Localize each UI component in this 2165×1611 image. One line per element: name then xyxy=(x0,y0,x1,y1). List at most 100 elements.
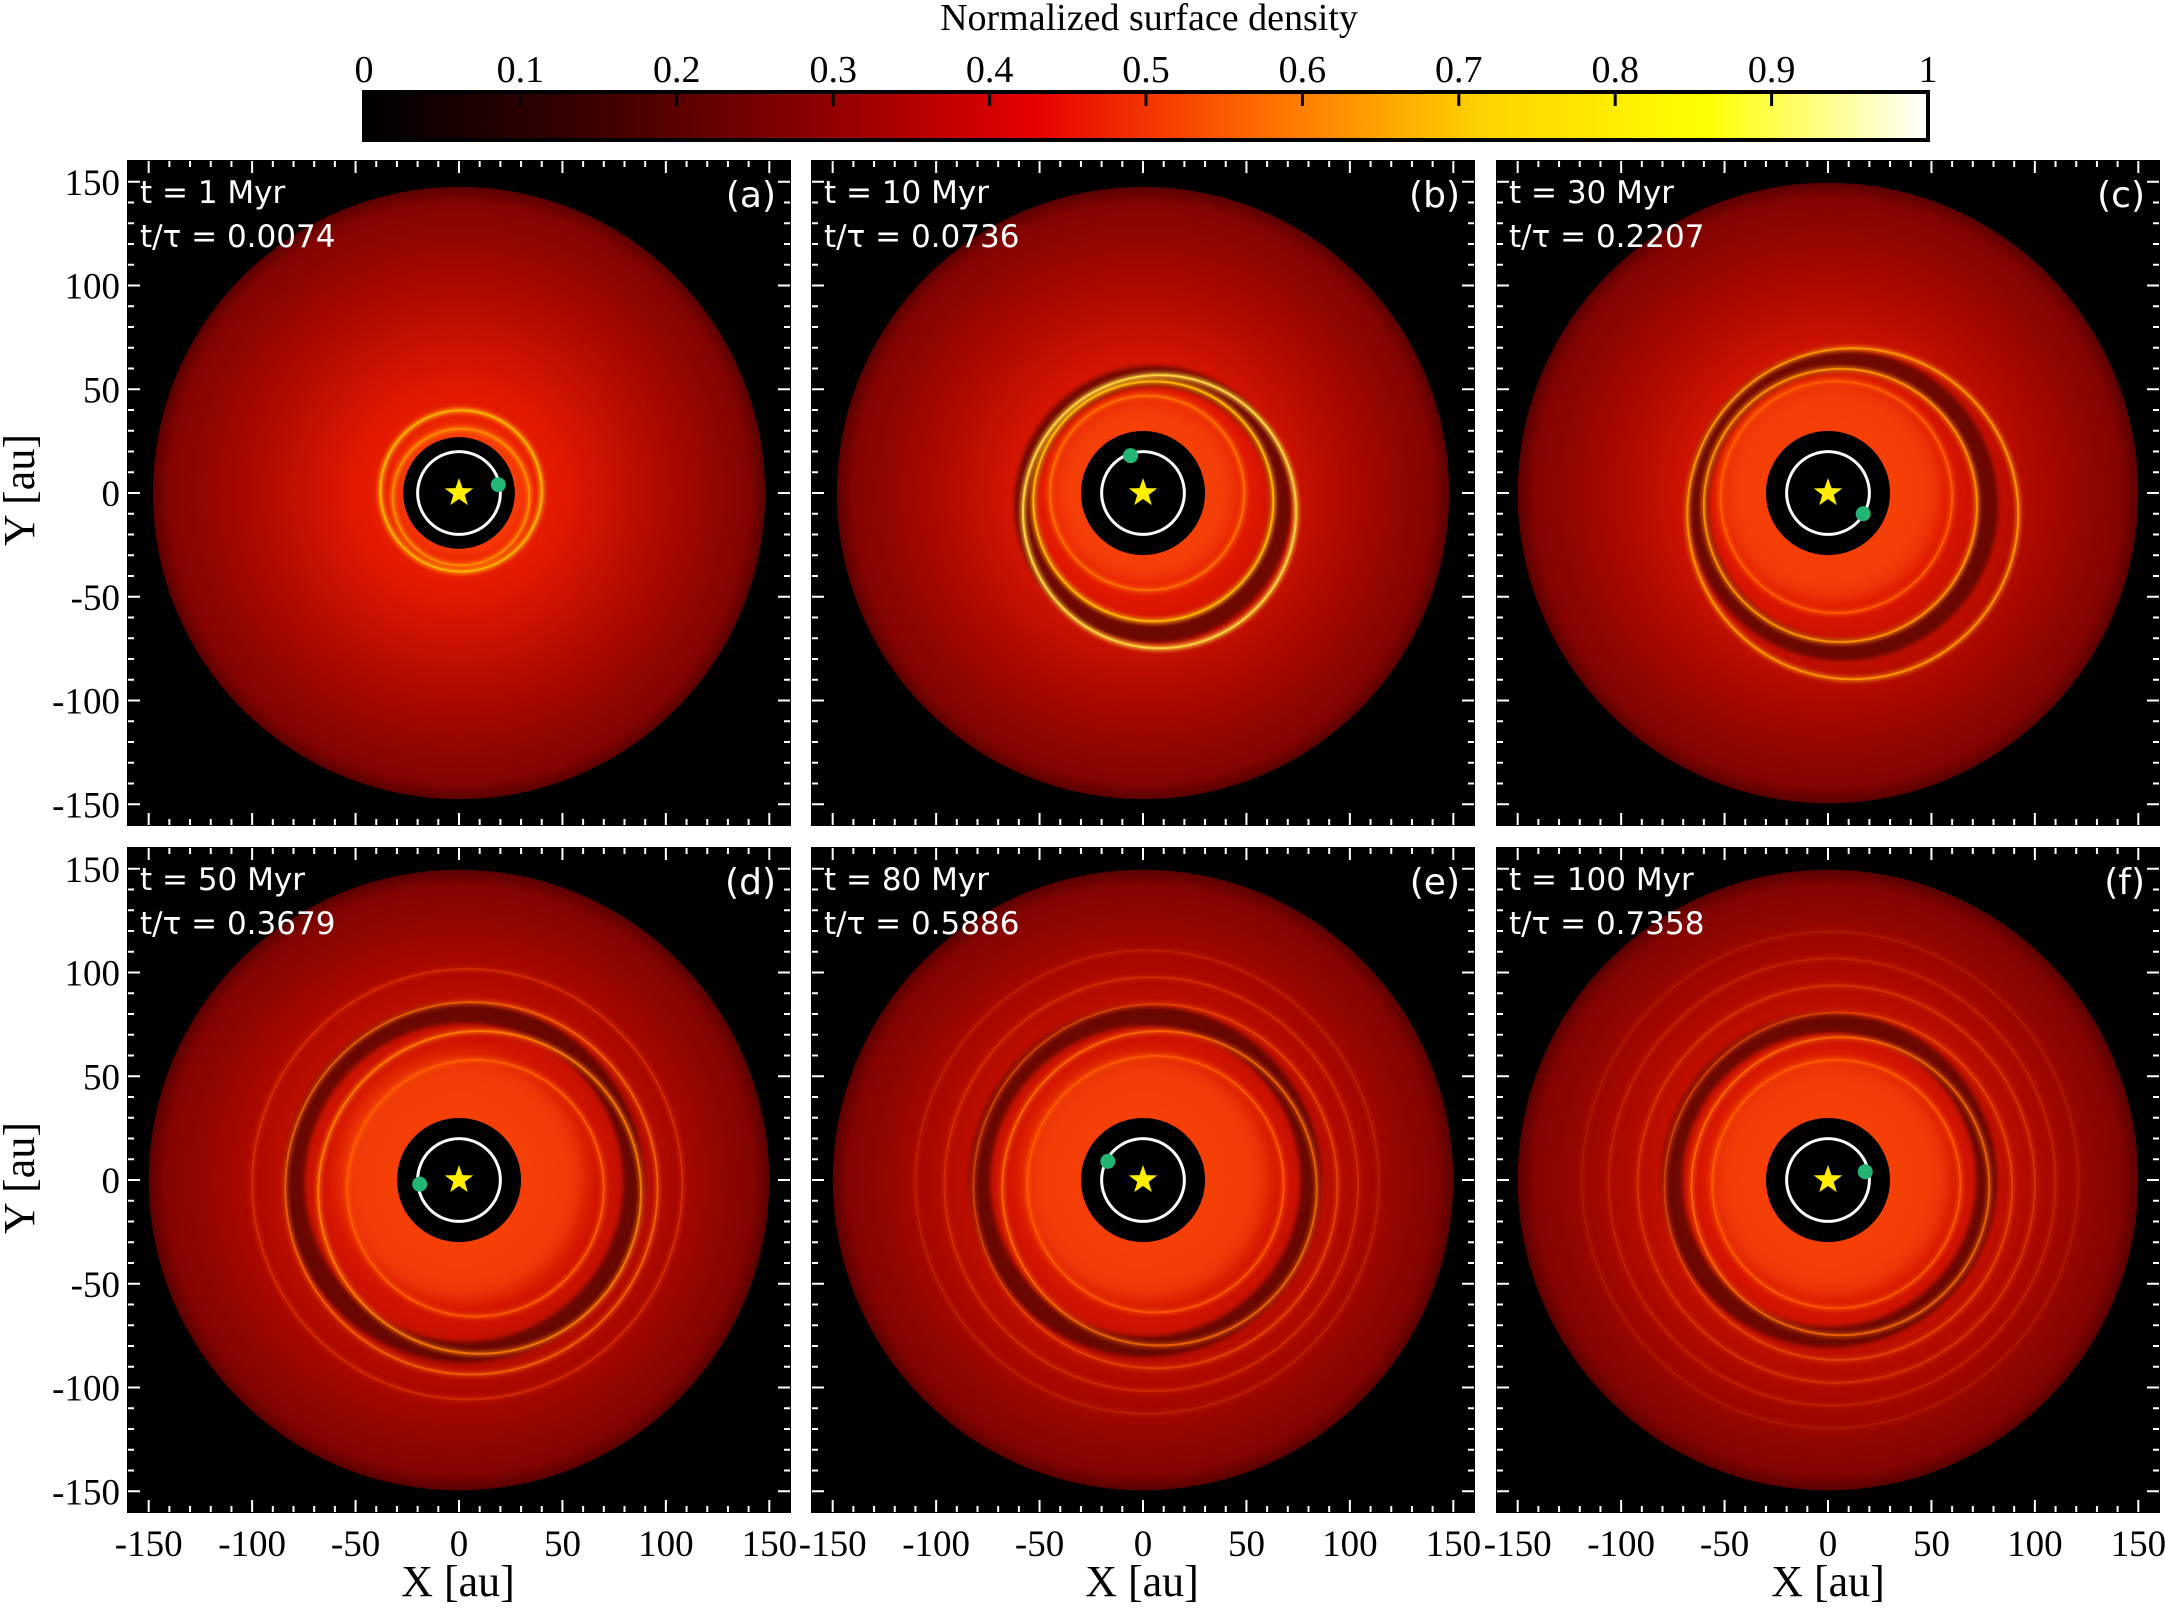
star-icon xyxy=(444,1165,474,1193)
density-ring-core xyxy=(1636,984,2036,1384)
y-tick-label: -50 xyxy=(71,578,120,619)
panel-c: t = 30 Myr t/τ = 0.2207 (c) xyxy=(1496,160,2160,826)
x-tick-label: 100 xyxy=(638,1524,694,1565)
x-tick-label: 0 xyxy=(1819,1524,1838,1565)
y-tick-label: 100 xyxy=(65,954,121,995)
density-ring-core xyxy=(1001,1030,1318,1347)
x-tick-label: 50 xyxy=(544,1524,581,1565)
colorbar-tick-label: 0.1 xyxy=(497,49,545,91)
x-tick-label: 50 xyxy=(1913,1524,1950,1565)
panel-b: t = 10 Myr t/τ = 0.0736 (b) xyxy=(811,160,1475,826)
y-axis-label-bottom: Y [au] xyxy=(0,1122,44,1234)
panel-ratio-label: t/τ = 0.0074 xyxy=(140,219,335,255)
colorbar: Normalized surface density 0 0.1 0.2 0.3 0.4… xyxy=(355,0,1938,142)
colorbar-tick-label: 0.6 xyxy=(1279,49,1327,91)
x-tick-label: 100 xyxy=(1322,1524,1378,1565)
y-tick-label: 0 xyxy=(102,474,121,515)
panel-d: t = 50 Myr t/τ = 0.3679 (d) 150 100 50 0 -50 -10… xyxy=(52,847,798,1565)
panel-letter-label: (a) xyxy=(726,175,776,216)
y-tick-label: -50 xyxy=(71,1265,120,1306)
x-tick-label: 150 xyxy=(742,1524,798,1565)
density-ring-core xyxy=(284,1001,659,1376)
density-ring-core xyxy=(379,409,543,573)
panel-time-label: t = 10 Myr xyxy=(824,175,989,211)
planet-marker xyxy=(1855,506,1871,522)
planet-orbit xyxy=(1785,1137,1871,1223)
planet-marker xyxy=(490,477,506,493)
density-ring-core xyxy=(914,949,1380,1415)
panel-ticks xyxy=(1497,848,2159,1512)
colorbar-tick-label: 0.2 xyxy=(653,49,701,91)
panel-letter-label: (e) xyxy=(1410,862,1460,903)
density-ring-core xyxy=(1607,957,2057,1407)
x-axis-label-left: X [au] xyxy=(401,1557,515,1606)
planet-orbit xyxy=(416,450,502,536)
y-tick-label: -100 xyxy=(52,682,120,723)
density-ring-core xyxy=(1026,1054,1285,1314)
density-ring xyxy=(1606,956,2058,1408)
density-ring-core xyxy=(346,1059,605,1318)
x-tick-label: -150 xyxy=(115,1524,183,1565)
density-ring-core xyxy=(391,427,531,567)
x-tick-label: -100 xyxy=(1587,1524,1655,1565)
density-ring-core xyxy=(1690,1036,1991,1337)
density-ring-core xyxy=(1702,367,1978,643)
colorbar-tick-label: 0.7 xyxy=(1435,49,1483,91)
x-tick-label: -150 xyxy=(1484,1524,1552,1565)
colorbar-tick-label: 0.4 xyxy=(966,49,1014,91)
star-icon xyxy=(1128,1165,1158,1193)
x-tick-label: -100 xyxy=(902,1524,970,1565)
gap-region xyxy=(1687,350,1999,661)
colorbar-tick-label: 0.3 xyxy=(809,49,857,91)
panel-letter-label: (f) xyxy=(2104,862,2145,903)
panel-time-label: t = 100 Myr xyxy=(1509,862,1694,898)
x-tick-label: 0 xyxy=(450,1524,469,1565)
colorbar-ticks: 0 0.1 0.2 0.3 0.4 0.5 0.6 0.7 0.8 0.9 1 xyxy=(355,49,1938,106)
density-ring-core xyxy=(943,976,1360,1393)
density-ring xyxy=(913,948,1382,1417)
y-tick-label: -150 xyxy=(52,1472,120,1513)
y-tick-label: 50 xyxy=(83,370,120,411)
panel-ticks xyxy=(1497,161,2159,825)
x-tick-label: 150 xyxy=(2111,1524,2165,1565)
x-tick-label: -50 xyxy=(331,1524,380,1565)
x-tick-label: 50 xyxy=(1228,1524,1265,1565)
planet-orbit xyxy=(1100,450,1186,536)
panel-ticks xyxy=(812,848,1474,1512)
planet-marker xyxy=(1123,448,1139,464)
x-tick-label: -150 xyxy=(799,1524,867,1565)
x-tick-label: 100 xyxy=(2007,1524,2063,1565)
colorbar-tick-label: 1 xyxy=(1919,49,1938,91)
y-tick-label: -100 xyxy=(52,1369,120,1410)
planet-marker xyxy=(412,1176,428,1192)
star-icon xyxy=(1813,478,1843,506)
density-ring-core xyxy=(1580,930,2080,1430)
panel-ticks xyxy=(128,848,790,1512)
x-tick-label: -100 xyxy=(218,1524,286,1565)
density-ring-core xyxy=(1719,380,1954,614)
panel-ticks xyxy=(128,161,790,825)
panel-ticks xyxy=(812,161,1474,825)
panel-ratio-label: t/τ = 0.0736 xyxy=(824,219,1019,255)
panel-time-label: t = 1 Myr xyxy=(140,175,286,211)
panel-a: t = 1 Myr t/τ = 0.0074 (a) 150 100 50 0 -50 -100… xyxy=(52,160,791,826)
planet-orbit xyxy=(1785,450,1871,536)
panel-ratio-label: t/τ = 0.3679 xyxy=(140,906,335,942)
panels: t = 1 Myr t/τ = 0.0074 (a) 150 100 50 0 -50 -100… xyxy=(52,160,2165,1565)
y-tick-label: 150 xyxy=(65,850,121,891)
panel-time-label: t = 80 Myr xyxy=(824,862,989,898)
planet-marker xyxy=(1100,1153,1116,1169)
y-tick-label: -150 xyxy=(52,785,120,826)
colorbar-tick-label: 0.9 xyxy=(1748,49,1796,91)
density-ring-core xyxy=(1022,374,1298,650)
density-ring-core xyxy=(1663,1011,2014,1361)
colorbar-label: Normalized surface density xyxy=(940,0,1358,39)
panel-letter-label: (c) xyxy=(2097,175,2145,216)
y-tick-label: 150 xyxy=(65,163,121,204)
panel-time-label: t = 30 Myr xyxy=(1509,175,1674,211)
colorbar-tick-label: 0.5 xyxy=(1122,49,1170,91)
panel-time-label: t = 50 Myr xyxy=(140,862,305,898)
density-ring-core xyxy=(317,1030,643,1355)
